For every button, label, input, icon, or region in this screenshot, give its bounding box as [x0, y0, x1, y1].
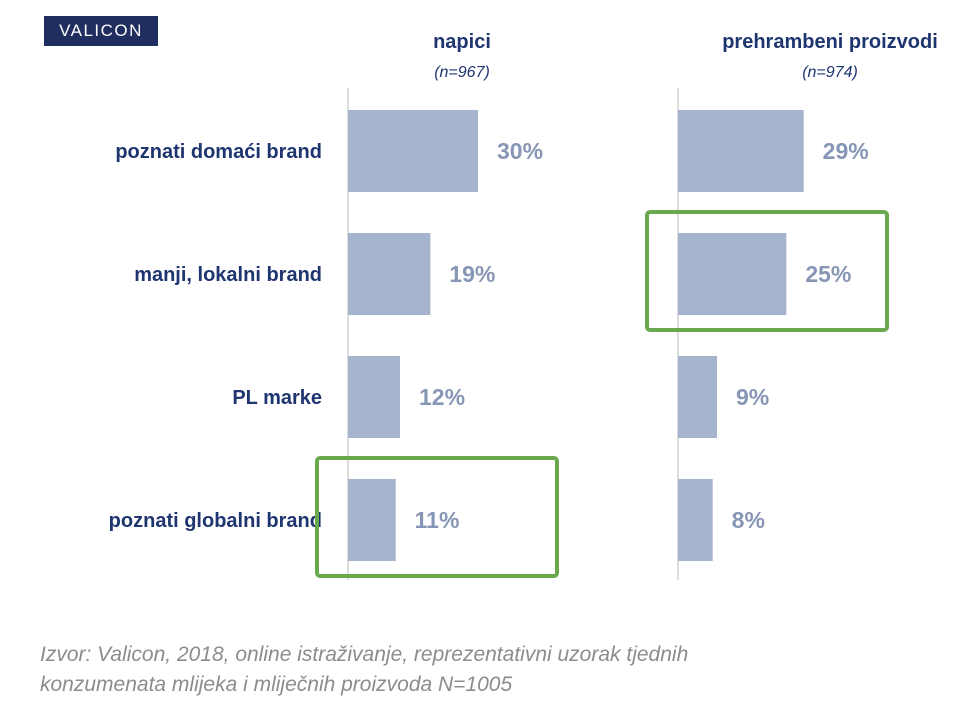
series-title-napici: napici	[433, 31, 491, 53]
highlight-box-napici-poznati-globalni-brand	[315, 456, 559, 578]
bar-prehrambeni-proizvodi-poznati-domaci-brand	[678, 110, 804, 192]
series-n-napici: (n=967)	[434, 64, 490, 81]
category-label-manji-lokalni-brand: manji, lokalni brand	[134, 264, 322, 286]
source-note: Izvor: Valicon, 2018, online istraživanj…	[40, 640, 940, 700]
bar-napici-poznati-domaci-brand	[348, 110, 478, 192]
category-label-poznati-domaci-brand: poznati domaći brand	[115, 141, 322, 163]
value-label-prehrambeni-proizvodi-poznati-globalni-brand: 8%	[732, 507, 765, 533]
source-line-2: konzumenata mlijeka i mliječnih proizvod…	[40, 673, 513, 696]
value-label-napici-manji-lokalni-brand: 19%	[449, 261, 495, 287]
value-label-napici-pl-marke: 12%	[419, 384, 465, 410]
category-label-pl-marke: PL marke	[232, 387, 322, 409]
bar-prehrambeni-proizvodi-poznati-globalni-brand	[678, 479, 713, 561]
value-label-prehrambeni-proizvodi-poznati-domaci-brand: 29%	[823, 138, 869, 164]
series-n-prehrambeni-proizvodi: (n=974)	[802, 64, 858, 81]
highlight-box-prehrambeni-proizvodi-manji-lokalni-brand	[645, 210, 889, 332]
value-label-napici-poznati-domaci-brand: 30%	[497, 138, 543, 164]
category-label-poznati-globalni-brand: poznati globalni brand	[109, 510, 322, 532]
value-label-napici-poznati-globalni-brand: 11%	[415, 507, 460, 533]
bar-prehrambeni-proizvodi-pl-marke	[678, 356, 717, 438]
series-title-prehrambeni-proizvodi: prehrambeni proizvodi	[722, 31, 938, 53]
bar-napici-pl-marke	[348, 356, 400, 438]
valicon-logo: VALICON	[44, 16, 158, 46]
value-label-prehrambeni-proizvodi-pl-marke: 9%	[736, 384, 769, 410]
value-label-prehrambeni-proizvodi-manji-lokalni-brand: 25%	[805, 261, 851, 287]
bar-prehrambeni-proizvodi-manji-lokalni-brand	[678, 233, 787, 315]
bar-napici-manji-lokalni-brand	[348, 233, 431, 315]
source-line-1: Izvor: Valicon, 2018, online istraživanj…	[40, 643, 689, 666]
bar-napici-poznati-globalni-brand	[348, 479, 396, 561]
